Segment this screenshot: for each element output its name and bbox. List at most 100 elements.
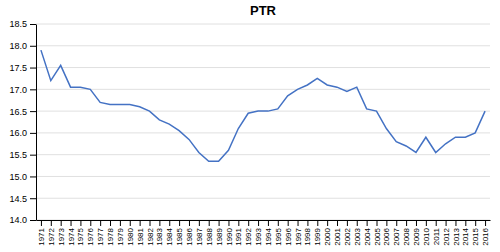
x-tick: 2006 [382, 220, 391, 246]
x-tick-mark [130, 220, 131, 226]
x-tick-label: 1979 [116, 227, 125, 245]
grid-line [36, 154, 490, 155]
x-tick: 2011 [432, 220, 441, 245]
x-tick-mark [80, 220, 81, 226]
y-axis: 14.014.515.015.516.016.517.017.518.018.5 [9, 19, 36, 225]
series [41, 50, 485, 161]
x-tick-label: 2016 [481, 227, 490, 245]
x-tick: 2012 [442, 220, 451, 246]
x-tick-mark [357, 220, 358, 226]
x-tick-mark [189, 220, 190, 226]
x-tick-label: 1982 [146, 227, 155, 245]
grid-line [36, 89, 490, 90]
x-tick-mark [426, 220, 427, 226]
x-tick: 1976 [86, 220, 95, 246]
x-tick-mark [436, 220, 437, 226]
x-tick-label: 2000 [323, 227, 332, 245]
x-axis-line [37, 220, 491, 221]
x-tick: 2001 [333, 220, 342, 246]
x-tick-mark [446, 220, 447, 226]
y-tick-label: 17.0 [9, 85, 27, 95]
x-tick-mark [485, 220, 486, 226]
x-tick-mark [71, 220, 72, 226]
plot: 1971197219731974197519761977197819791980… [9, 19, 490, 245]
y-tick-mark [30, 24, 36, 25]
y-tick: 15.0 [9, 172, 36, 182]
grid-line [36, 67, 490, 68]
x-tick: 1974 [67, 220, 76, 246]
x-tick: 1986 [185, 220, 194, 246]
x-tick: 1990 [225, 220, 234, 246]
x-tick: 1980 [126, 220, 135, 246]
x-tick: 2002 [343, 220, 352, 246]
x-tick-label: 1989 [215, 227, 224, 245]
x-tick-mark [219, 220, 220, 226]
y-tick: 18.0 [9, 41, 36, 51]
x-tick-mark [465, 220, 466, 226]
x-tick: 2005 [373, 220, 382, 246]
y-tick-mark [30, 220, 36, 221]
y-tick-mark [30, 111, 36, 112]
title: PTR [250, 3, 277, 18]
x-tick-label: 1996 [284, 227, 293, 245]
x-tick-label: 1986 [185, 227, 194, 245]
x-tick-mark [61, 220, 62, 226]
x-tick-label: 1992 [244, 227, 253, 245]
x-tick: 1981 [136, 220, 145, 246]
x-tick-label: 1981 [136, 227, 145, 245]
x-tick-label: 2012 [442, 227, 451, 245]
y-tick: 17.5 [9, 63, 36, 73]
x-tick: 2015 [471, 220, 480, 246]
x-tick: 1996 [284, 220, 293, 246]
x-tick: 1993 [254, 220, 263, 246]
x-tick-label: 1975 [76, 227, 85, 245]
x-tick-label: 1993 [254, 227, 263, 245]
x-tick: 1972 [47, 220, 56, 246]
x-tick-mark [248, 220, 249, 226]
x-tick-mark [238, 220, 239, 226]
x-tick-label: 1985 [175, 227, 184, 245]
x-tick-mark [120, 220, 121, 226]
x-tick: 1988 [205, 220, 214, 246]
x-tick: 2014 [461, 220, 470, 246]
x-tick-mark [278, 220, 279, 226]
y-tick-label: 16.5 [9, 106, 27, 116]
x-tick-label: 1995 [274, 227, 283, 245]
x-tick-mark [307, 220, 308, 226]
x-tick-label: 2010 [422, 227, 431, 245]
x-tick-mark [140, 220, 141, 226]
x-tick-label: 2014 [461, 227, 470, 245]
x-tick: 1984 [165, 220, 174, 246]
x-tick: 1978 [106, 220, 115, 246]
x-tick-mark [347, 220, 348, 226]
x-tick-mark [228, 220, 229, 226]
x-tick-mark [455, 220, 456, 226]
y-tick: 15.5 [9, 150, 36, 160]
x-tick-label: 1980 [126, 227, 135, 245]
x-tick-mark [258, 220, 259, 226]
x-tick-mark [100, 220, 101, 226]
x-tick-label: 2004 [363, 227, 372, 245]
x-tick-mark [386, 220, 387, 226]
y-tick: 14.0 [9, 215, 36, 225]
x-tick: 2013 [452, 220, 461, 246]
x-axis: 1971197219731974197519761977197819791980… [37, 220, 491, 246]
y-tick-label: 15.5 [9, 150, 27, 160]
line [41, 50, 485, 161]
x-tick-mark [110, 220, 111, 226]
x-tick: 2016 [481, 220, 490, 246]
x-tick-mark [268, 220, 269, 226]
y-tick-label: 15.0 [9, 172, 27, 182]
x-tick: 1985 [175, 220, 184, 246]
y-tick-label: 18.5 [9, 19, 27, 29]
x-tick: 2004 [363, 220, 372, 246]
x-tick-mark [337, 220, 338, 226]
x-tick-label: 1976 [86, 227, 95, 245]
chart: 1971197219731974197519761977197819791980… [0, 0, 500, 252]
x-tick: 2009 [412, 220, 421, 246]
x-tick-label: 1991 [234, 227, 243, 245]
x-tick-label: 1974 [67, 227, 76, 245]
x-tick-mark [209, 220, 210, 226]
x-tick-mark [317, 220, 318, 226]
x-tick-label: 1994 [264, 227, 273, 245]
